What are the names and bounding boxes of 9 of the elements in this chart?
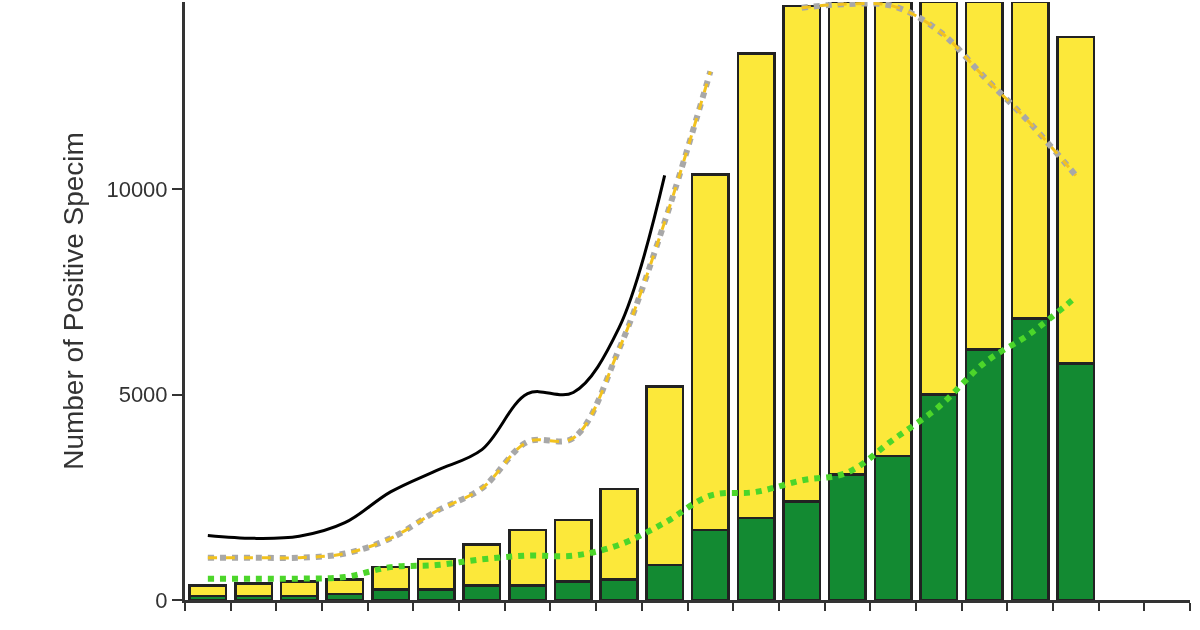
y-tick-label: 5000 xyxy=(118,382,168,408)
line-series xyxy=(206,173,667,540)
bar xyxy=(279,580,319,598)
bar xyxy=(325,578,365,596)
bar xyxy=(234,582,274,598)
y-axis-title: Number of Positive Specim xyxy=(58,132,90,470)
bar xyxy=(188,584,228,598)
y-tick-label: 0 xyxy=(155,587,168,613)
y-tick-label: 10000 xyxy=(106,176,168,202)
